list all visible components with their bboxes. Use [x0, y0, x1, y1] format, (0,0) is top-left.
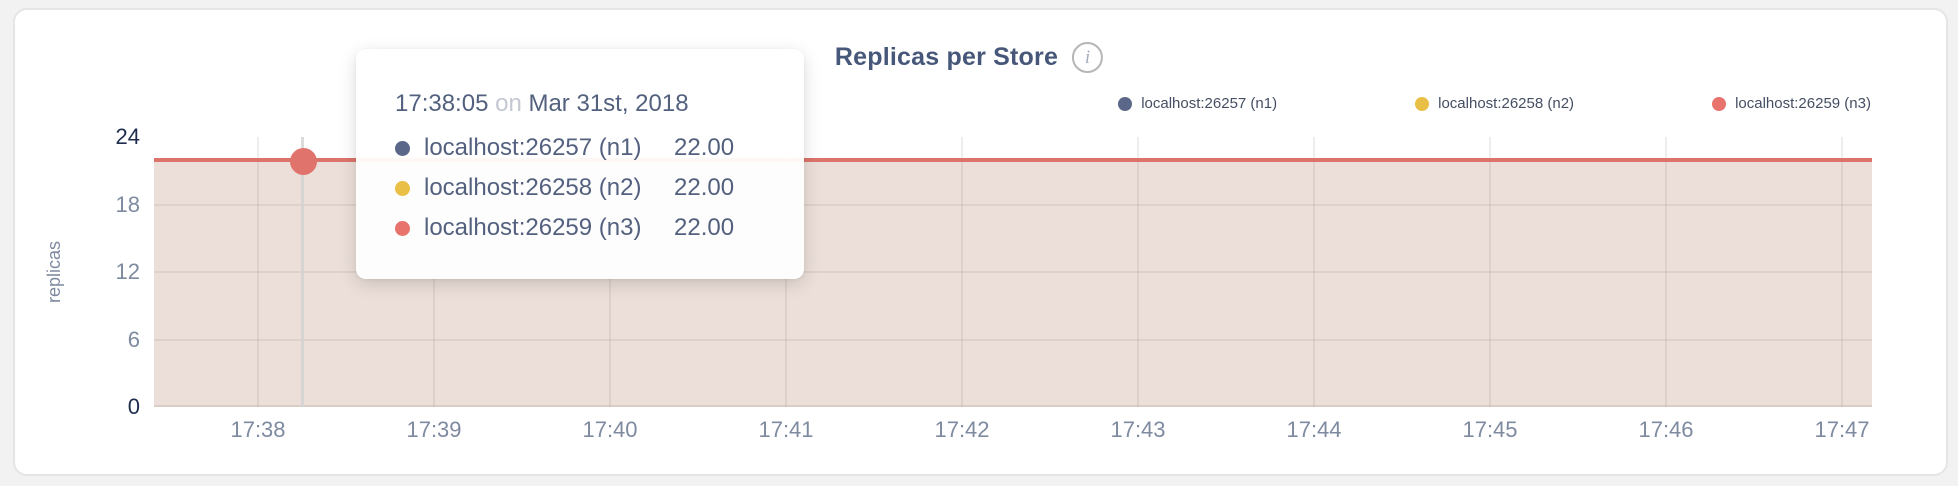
tooltip-series-value: 22.00 [674, 134, 734, 162]
series-color-dot-icon [1415, 97, 1429, 111]
tooltip-rows: localhost:26257 (n1) 22.00 localhost:262… [395, 128, 774, 248]
tooltip-conjunction: on [495, 90, 522, 117]
y-tick-label: 12 [40, 258, 140, 286]
tooltip-date: Mar 31st, 2018 [528, 90, 688, 117]
y-tick-label: 6 [40, 326, 140, 354]
chart-title: Replicas per Store [835, 43, 1058, 72]
hover-tooltip: 17:38:05 on Mar 31st, 2018 localhost:262… [356, 49, 804, 279]
series-color-dot-icon [1118, 97, 1132, 111]
series-color-dot-icon [395, 221, 410, 236]
y-tick-label: 24 [40, 123, 140, 151]
y-tick-label: 0 [40, 393, 140, 421]
x-tick-label: 17:43 [1068, 417, 1208, 443]
legend: localhost:26257 (n1) localhost:26258 (n2… [1118, 95, 1871, 112]
x-tick-label: 17:41 [716, 417, 856, 443]
tooltip-series-label: localhost:26259 (n3) [424, 214, 674, 242]
tooltip-series-label: localhost:26258 (n2) [424, 174, 674, 202]
tooltip-series-row: localhost:26258 (n2) 22.00 [395, 168, 774, 208]
hover-point-dot [290, 148, 317, 175]
series-color-dot-icon [1712, 97, 1726, 111]
tooltip-series-value: 22.00 [674, 214, 734, 242]
series-color-dot-icon [395, 141, 410, 156]
legend-item-label: localhost:26257 (n1) [1141, 95, 1277, 112]
tooltip-series-label: localhost:26257 (n1) [424, 134, 674, 162]
legend-item[interactable]: localhost:26258 (n2) [1415, 95, 1574, 112]
tooltip-series-row: localhost:26259 (n3) 22.00 [395, 208, 774, 248]
x-tick-label: 17:40 [540, 417, 680, 443]
x-tick-label: 17:44 [1244, 417, 1384, 443]
y-gridline [154, 339, 1872, 341]
series-color-dot-icon [395, 181, 410, 196]
x-tick-label: 17:38 [188, 417, 328, 443]
tooltip-time: 17:38:05 [395, 90, 488, 117]
tooltip-timestamp: 17:38:05 on Mar 31st, 2018 [395, 90, 774, 118]
x-tick-label: 17:42 [892, 417, 1032, 443]
x-tick-label: 17:45 [1420, 417, 1560, 443]
legend-item[interactable]: localhost:26259 (n3) [1712, 95, 1871, 112]
info-icon[interactable]: i [1072, 42, 1103, 73]
legend-item[interactable]: localhost:26257 (n1) [1118, 95, 1277, 112]
legend-item-label: localhost:26258 (n2) [1438, 95, 1574, 112]
y-tick-label: 18 [40, 191, 140, 219]
x-tick-label: 17:46 [1596, 417, 1736, 443]
chart-header: Replicas per Store i [835, 42, 1103, 73]
hover-guideline [301, 137, 304, 407]
x-tick-label: 17:47 [1772, 417, 1912, 443]
replicas-chart-panel: Replicas per Store i localhost:26257 (n1… [0, 0, 1958, 486]
tooltip-series-row: localhost:26257 (n1) 22.00 [395, 128, 774, 168]
tooltip-series-value: 22.00 [674, 174, 734, 202]
x-tick-label: 17:39 [364, 417, 504, 443]
legend-item-label: localhost:26259 (n3) [1735, 95, 1871, 112]
